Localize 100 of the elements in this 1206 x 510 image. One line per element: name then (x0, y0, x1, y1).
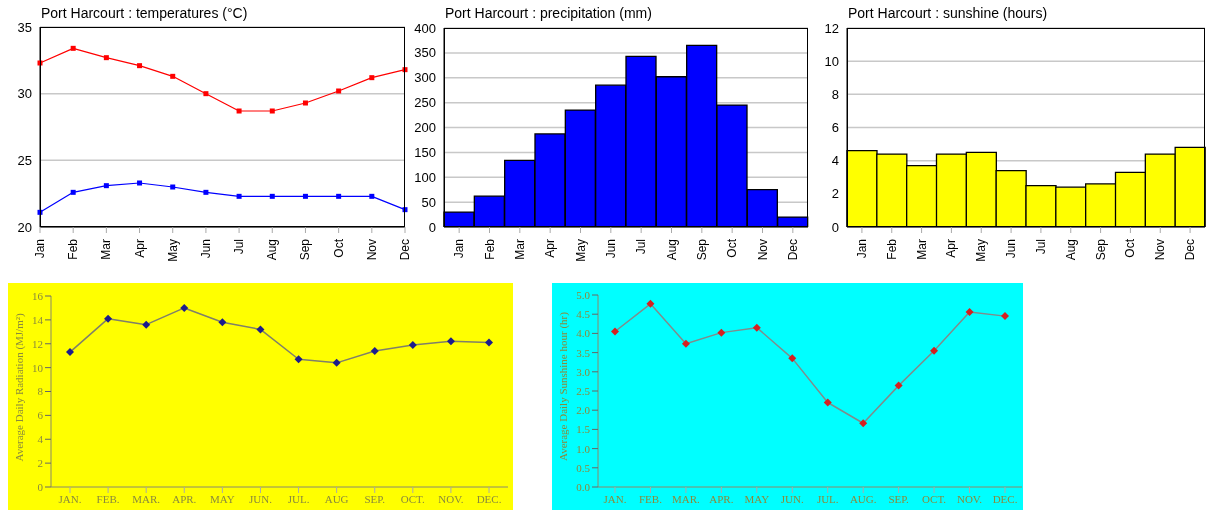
y-tick-label: 2.0 (576, 404, 591, 417)
point (269, 108, 275, 114)
x-tick-label: Apr (543, 239, 558, 258)
x-tick-label: Sep (298, 238, 313, 261)
y-tick-label: 6 (831, 120, 839, 136)
x-tick-label: Jun (198, 239, 213, 259)
point (646, 299, 655, 308)
y-tick-label: 250 (414, 95, 436, 111)
point (269, 193, 275, 199)
point (302, 100, 308, 106)
point (336, 193, 342, 199)
y-tick-label: 150 (414, 144, 436, 160)
x-tick-label: Dec (398, 239, 412, 261)
point (104, 314, 113, 323)
y-tick-label: 12 (32, 337, 43, 350)
x-tick-label: Jul (232, 239, 247, 255)
x-tick-label: Nov (364, 239, 379, 261)
x-tick-label: NOV. (956, 492, 983, 505)
y-tick-label: 4 (831, 153, 839, 169)
point (70, 45, 76, 51)
x-tick-label: SEP. (888, 492, 910, 505)
y-tick-label: 6 (37, 409, 44, 422)
y-tick-label: 4.5 (576, 308, 591, 321)
y-axis-title: Average Daily Radiation (MJ/m²) (12, 312, 26, 462)
x-tick-label: Sep (694, 238, 709, 261)
x-tick-label: Oct (1123, 238, 1138, 258)
x-tick-label: JUN. (248, 492, 273, 505)
y-tick-label: 0.0 (576, 480, 591, 493)
x-tick-label: AUG (324, 492, 349, 505)
point (137, 180, 143, 186)
y-tick-label: 10 (32, 361, 44, 374)
y-tick-label: 400 (414, 20, 436, 36)
point (103, 55, 109, 61)
y-tick-label: 200 (414, 120, 436, 136)
x-tick-label: DEC. (992, 492, 1018, 505)
point (70, 189, 76, 195)
y-tick-label: 30 (17, 86, 32, 102)
x-tick-label: Apr (944, 239, 959, 258)
y-tick-label: 0 (37, 480, 44, 493)
x-tick-label: DEC. (476, 492, 502, 505)
point (788, 354, 797, 363)
x-tick-label: MAY (210, 492, 235, 505)
point (859, 419, 868, 428)
point (142, 320, 151, 329)
x-tick-label: Dec (1183, 239, 1198, 261)
x-tick-label: AUG. (849, 492, 877, 505)
point (894, 381, 903, 390)
x-tick-label: JUL. (287, 492, 310, 505)
chart-title: Port Harcourt : temperatures (°C) (41, 5, 248, 21)
y-tick-label: 2 (831, 186, 839, 202)
point (446, 337, 455, 346)
y-tick-label: 0 (428, 219, 436, 235)
x-tick-label: May (974, 239, 989, 262)
x-tick-label: OCT. (922, 492, 947, 505)
x-tick-label: Feb (482, 238, 497, 260)
x-tick-label: May (165, 239, 180, 262)
x-tick-label: May (573, 239, 588, 262)
x-tick-label: MAR. (672, 492, 701, 505)
y-tick-label: 14 (32, 313, 44, 326)
x-tick-label: JAN. (58, 492, 82, 505)
y-tick-label: 20 (17, 219, 32, 235)
chart-title: Port Harcourt : precipitation (mm) (445, 5, 652, 21)
point (218, 318, 227, 327)
x-tick-label: Nov (755, 239, 770, 261)
x-tick-label: Mar (914, 239, 929, 260)
y-tick-label: 10 (824, 53, 839, 69)
x-tick-label: Nov (1153, 239, 1168, 261)
y-tick-label: 8 (37, 385, 44, 398)
point (256, 325, 265, 334)
x-tick-label: Jun (1004, 239, 1019, 259)
x-tick-label: FEB. (638, 492, 663, 505)
x-tick-label: Feb (884, 238, 899, 260)
point (752, 323, 761, 332)
point (332, 358, 341, 367)
x-tick-label: Dec (785, 239, 800, 261)
y-tick-label: 0 (831, 219, 839, 235)
x-tick-label: Feb (66, 238, 81, 260)
x-tick-label: Oct (725, 238, 740, 258)
y-tick-label: 3.5 (576, 346, 591, 359)
y-tick-label: 16 (32, 289, 44, 302)
x-tick-label: Apr (132, 239, 147, 258)
point (294, 355, 303, 364)
x-tick-label: APR. (709, 492, 734, 505)
point (823, 398, 832, 407)
x-tick-label: NOV. (438, 492, 464, 505)
y-tick-label: 1.0 (576, 442, 591, 455)
y-tick-label: 8 (831, 86, 839, 102)
x-tick-label: Mar (512, 239, 527, 260)
x-tick-label: FEB. (96, 492, 120, 505)
x-tick-label: SEP. (364, 492, 386, 505)
x-tick-label: JUN. (780, 492, 804, 505)
point (236, 108, 242, 114)
y-axis-title: Average Daily Sunshine hour (hr) (556, 311, 570, 461)
point (369, 193, 375, 199)
x-tick-label: Jan (854, 239, 869, 259)
point (180, 303, 189, 312)
x-tick-label: MAY (744, 492, 770, 505)
point (611, 327, 619, 336)
x-tick-label: MAR. (132, 492, 161, 505)
x-tick-label: Jan (33, 239, 47, 259)
